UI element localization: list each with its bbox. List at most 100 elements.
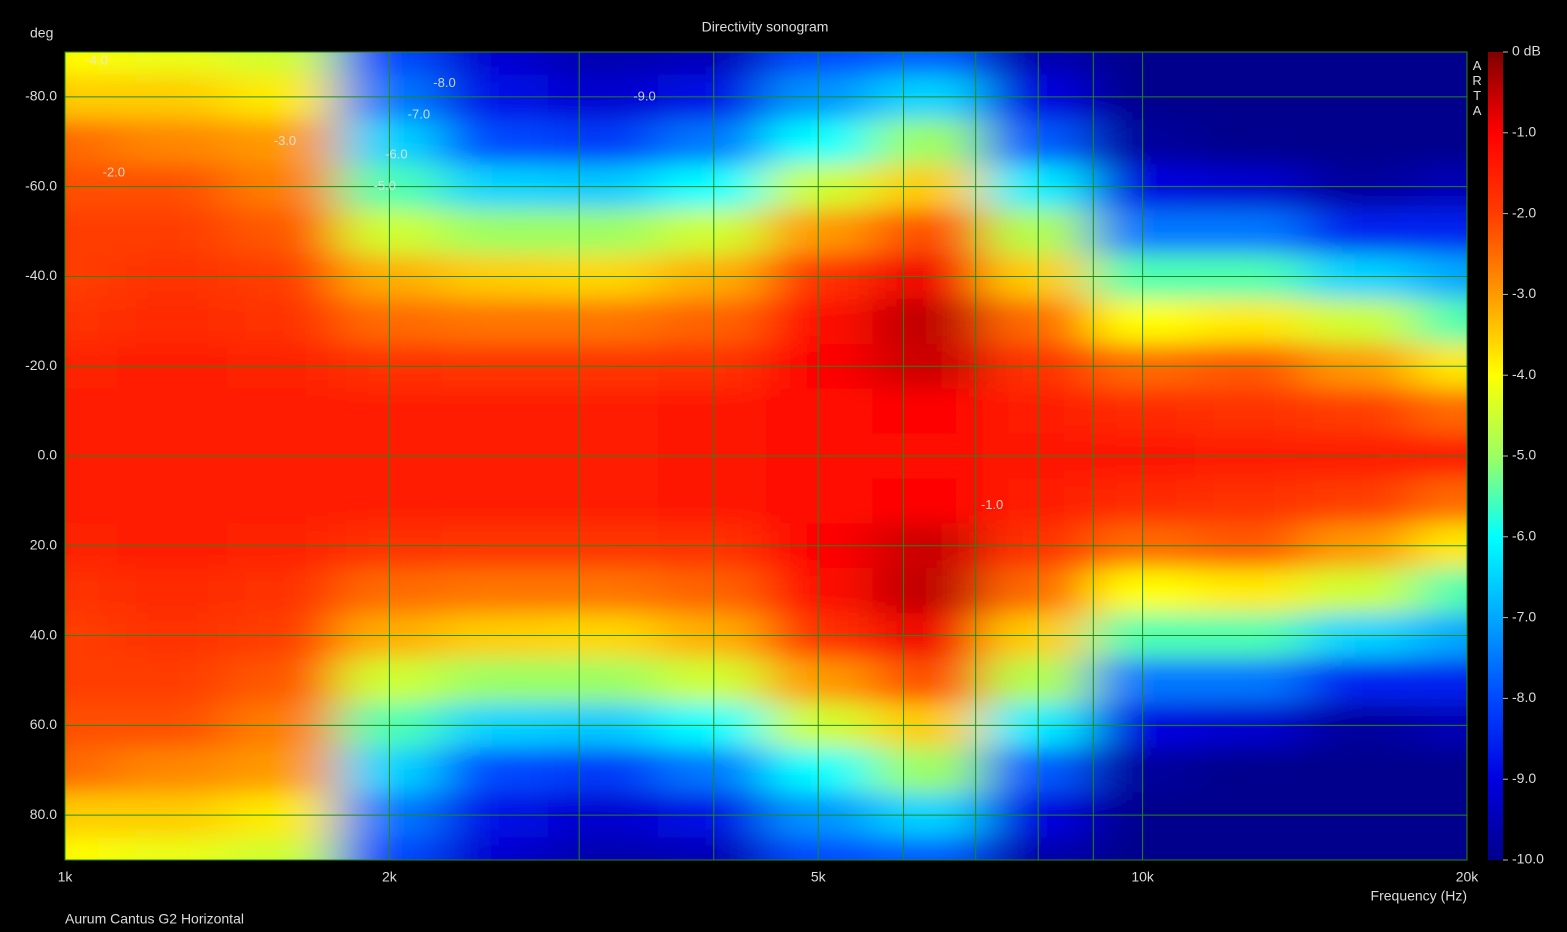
contour-label: -1.0 <box>981 497 1003 512</box>
heat-cell <box>1194 568 1306 614</box>
y-tick-label: -40.0 <box>25 267 57 283</box>
heat-cell <box>872 209 983 255</box>
heat-cell <box>1304 478 1416 524</box>
heat-cell <box>657 298 767 345</box>
colorbar-tick-label: -2.0 <box>1512 204 1536 220</box>
heat-cell <box>1194 119 1306 165</box>
x-tick-label: 5k <box>811 869 827 885</box>
heat-cell <box>117 209 228 255</box>
contour-label: -4.0 <box>85 52 107 67</box>
footnote: Aurum Cantus G2 Horizontal <box>65 911 244 927</box>
heat-cell <box>117 568 228 614</box>
heat-cell <box>872 388 983 435</box>
annotations: -4.0 -8.0 -7.0 -9.0 -6.0 -5.0 -3.0 -2.0 -1.0 <box>85 52 1003 511</box>
contour-label: -6.0 <box>385 147 407 162</box>
heat-cell <box>1304 658 1416 704</box>
colorbar-tick-label: -9.0 <box>1512 770 1536 786</box>
heat-cell <box>547 837 659 860</box>
heat-cell <box>657 388 767 435</box>
y-tick-label: -60.0 <box>25 177 57 193</box>
heat-cell <box>547 658 659 704</box>
heat-cell <box>657 52 767 75</box>
heat-cell <box>117 478 228 524</box>
x-axis-label: Frequency (Hz) <box>1371 888 1467 904</box>
heat-cell <box>117 747 228 794</box>
heat-cell <box>872 568 983 614</box>
heat-cell <box>872 478 983 524</box>
heat-cell <box>441 298 549 345</box>
heat-cell <box>1304 837 1416 860</box>
heat-cell <box>766 298 873 345</box>
heat-cell <box>1414 298 1467 345</box>
heat-cell <box>1194 747 1306 794</box>
heat-cell <box>441 568 549 614</box>
x-tick-label: 2k <box>382 869 398 885</box>
heat-cell <box>872 298 983 345</box>
heat-cell <box>227 209 338 255</box>
heat-cell <box>117 52 228 75</box>
y-tick-label: -20.0 <box>25 357 57 373</box>
contour-label: -2.0 <box>103 165 125 180</box>
colorbar-tick-label: -8.0 <box>1512 689 1536 705</box>
heat-cell <box>1414 119 1467 165</box>
grid <box>64 51 1468 861</box>
heat-cell <box>441 837 549 860</box>
heat-cell <box>1194 658 1306 704</box>
heat-cell <box>65 568 118 614</box>
heat-cell <box>65 209 118 255</box>
heat-cell <box>227 119 338 165</box>
heat-cell <box>1304 298 1416 345</box>
heat-cell <box>441 747 549 794</box>
heat-cell <box>982 388 1091 435</box>
heat-cell <box>1304 119 1416 165</box>
heat-cell <box>766 388 873 435</box>
colorbar-tick-label: -7.0 <box>1512 608 1536 624</box>
heat-cell <box>872 658 983 704</box>
colorbar-tick-label: -4.0 <box>1512 366 1536 382</box>
heat-cell <box>982 478 1091 524</box>
heat-cell <box>1194 209 1306 255</box>
heat-cell <box>441 209 549 255</box>
y-tick-label: 80.0 <box>30 806 57 822</box>
heat-cell <box>441 388 549 435</box>
heat-cell <box>1414 388 1467 435</box>
watermark: ARTA <box>1470 58 1485 118</box>
colorbar-tick-label: -1.0 <box>1512 124 1536 140</box>
heat-cell <box>766 209 873 255</box>
heat-cell <box>766 568 873 614</box>
heat-cell <box>872 747 983 794</box>
heat-cell <box>872 52 983 75</box>
heat-cell <box>766 478 873 524</box>
x-tick-label: 10k <box>1131 869 1155 885</box>
heat-cell <box>982 747 1091 794</box>
heat-cell <box>1304 568 1416 614</box>
heat-cell <box>1194 388 1306 435</box>
heat-cell <box>117 119 228 165</box>
heat-cell <box>657 747 767 794</box>
colorbar-tick-label: 0 dB <box>1512 43 1541 59</box>
heat-cell <box>766 747 873 794</box>
heat-cell <box>1414 209 1467 255</box>
heat-cell <box>982 209 1091 255</box>
contour-label: -8.0 <box>433 75 455 90</box>
heat-cell <box>227 388 338 435</box>
heat-cell <box>227 837 338 860</box>
colorbar-ticks: 0 dB -1.0 -2.0 -3.0 -4.0 -5.0 -6.0 -7.0 -8.0 -9.0… <box>1503 43 1544 867</box>
contour-label: -7.0 <box>408 106 430 121</box>
heat-cell <box>982 119 1091 165</box>
heat-cell <box>1304 209 1416 255</box>
y-tick-label: 0.0 <box>38 447 58 463</box>
heat-cell <box>441 119 549 165</box>
heat-cell <box>65 298 118 345</box>
heat-cell <box>657 568 767 614</box>
heat-cell <box>657 658 767 704</box>
heat-cell <box>65 52 118 75</box>
heat-cell <box>1194 52 1306 75</box>
heat-cell <box>65 837 118 860</box>
heat-cell <box>547 388 659 435</box>
heat-cell <box>441 658 549 704</box>
heat-cell <box>65 119 118 165</box>
heat-cell <box>1304 747 1416 794</box>
heat-cell <box>872 837 983 860</box>
heat-cell <box>117 658 228 704</box>
